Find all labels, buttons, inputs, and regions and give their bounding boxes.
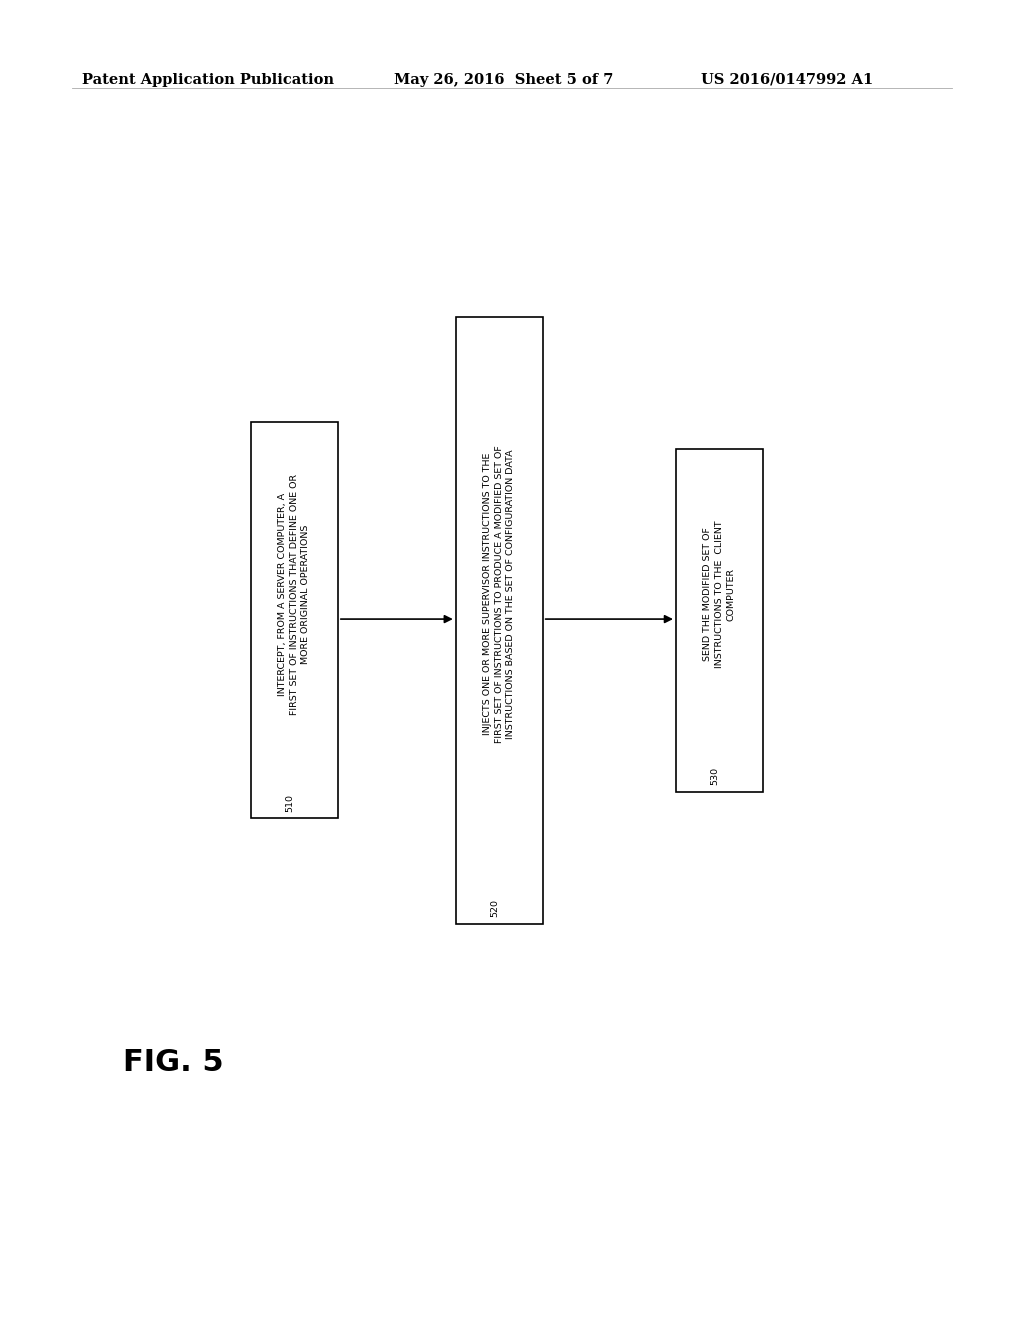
Text: 520: 520	[490, 899, 500, 917]
Text: SEND THE MODIFIED SET OF
INSTRUCTIONS TO THE  CLIENT
COMPUTER: SEND THE MODIFIED SET OF INSTRUCTIONS TO…	[703, 520, 735, 668]
Text: 510: 510	[286, 793, 295, 812]
Text: FIG. 5: FIG. 5	[123, 1048, 223, 1077]
Bar	[676, 449, 763, 792]
Bar	[456, 317, 543, 924]
Text: INJECTS ONE OR MORE SUPERVISOR INSTRUCTIONS TO THE
FIRST SET OF INSTRUCTIONS TO : INJECTS ONE OR MORE SUPERVISOR INSTRUCTI…	[483, 445, 515, 743]
Text: Patent Application Publication: Patent Application Publication	[82, 73, 334, 87]
Text: 530: 530	[711, 767, 719, 785]
Text: US 2016/0147992 A1: US 2016/0147992 A1	[701, 73, 873, 87]
Text: INTERCEPT, FROM A SERVER COMPUTER, A
FIRST SET OF INSTRUCTIONS THAT DEFINE ONE O: INTERCEPT, FROM A SERVER COMPUTER, A FIR…	[279, 474, 310, 714]
Bar	[251, 422, 338, 818]
Text: May 26, 2016  Sheet 5 of 7: May 26, 2016 Sheet 5 of 7	[394, 73, 613, 87]
